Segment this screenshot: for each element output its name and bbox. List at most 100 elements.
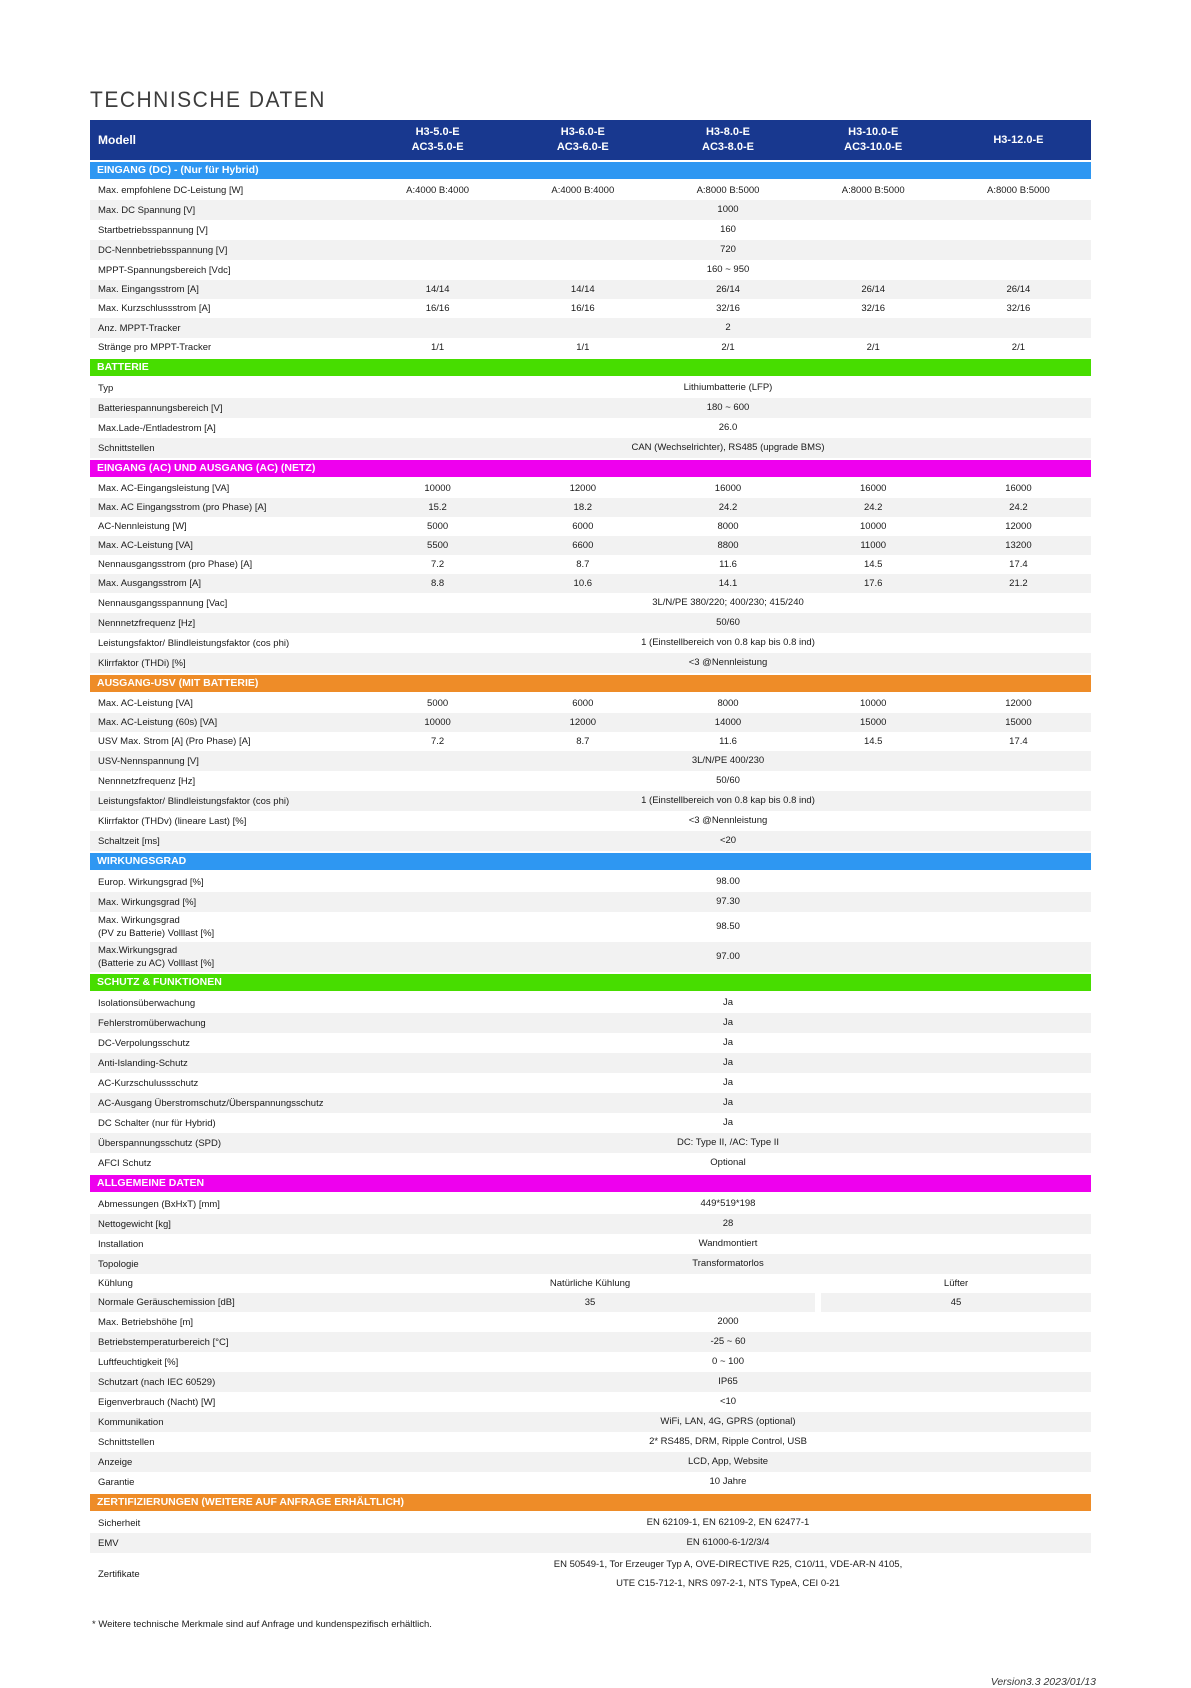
cell-value: 32/16 [1006,303,1031,314]
cell-value: 17.6 [863,578,883,589]
row-label: Klirrfaktor (THDi) [%] [98,657,186,669]
cell-value: 10000 [424,483,451,494]
row-values: Optional [365,1153,1091,1173]
row-values: Natürliche Kühlung Lüfter [365,1274,1091,1293]
model-name-line2: AC3-6.0-E [556,141,609,153]
cell-value-span: 2* RS485, DRM, Ripple Control, USB [649,1436,807,1447]
row-values: Ja [365,993,1091,1013]
row-label: Max. AC-Leistung [VA] [98,540,193,551]
table-row: DC-Nennbetriebsspannung [V] 720 [90,240,1091,260]
cell-value-span: Lithiumbatterie (LFP) [683,382,773,393]
row-values: 10000 12000 14000 15000 15000 [365,713,1091,732]
cell-value: 10000 [424,717,451,728]
table-row: Schutzart (nach IEC 60529) IP65 [90,1372,1091,1392]
row-label: AC-Nennleistung [W] [98,521,187,532]
cell-value: 16000 [1005,483,1032,494]
row-label: Klirrfaktor (THDv) (lineare Last) [%] [98,815,247,827]
zone-divider [815,1274,822,1293]
row-values: 160 ~ 950 [365,260,1091,280]
cell-value-span: Transformatorlos [692,1258,764,1269]
model-column: H3-6.0-E AC3-6.0-E [510,120,655,160]
row-label-line1: Max. Wirkungsgrad [98,915,180,926]
table-row: Anzeige LCD, App, Website [90,1452,1091,1472]
table-row: Max. Eingangsstrom [A] 14/14 14/14 26/14 26/… [90,280,1091,299]
table-row: Nennnetzfrequenz [Hz] 50/60 [90,771,1091,791]
cell-value-span: Ja [722,1077,734,1088]
table-row: Schnittstellen 2* RS485, DRM, Ripple Cont… [90,1432,1091,1452]
cell-value-span: 449*519*198 [700,1198,756,1209]
cell-value-span: EN 61000-6-1/2/3/4 [686,1537,770,1548]
table-row: USV-Nennspannung [V] 3L/N/PE 400/230 [90,751,1091,771]
cell-value: 5000 [427,521,449,532]
table-row: Max. empfohlene DC-Leistung [W] A:4000 B:… [90,181,1091,200]
row-label: Leistungsfaktor/ Blindleistungsfaktor (c… [98,795,290,807]
row-values: Ja [365,1093,1091,1113]
cell-value: 14/14 [570,284,595,295]
cell-value-span: LCD, App, Website [687,1456,769,1467]
row-label: Schutzart (nach IEC 60529) [98,1376,216,1388]
cell-value: 2/1 [721,342,735,353]
row-label: Leistungsfaktor/ Blindleistungsfaktor (c… [98,637,290,649]
cell-value-span: 50/60 [716,617,740,628]
table-row: Eigenverbrauch (Nacht) [W] <10 [90,1392,1091,1412]
cell-value-span: Ja [722,997,734,1008]
cell-value: 10000 [860,521,887,532]
row-label: Max. Wirkungsgrad [%] [98,896,197,908]
table-row: Klirrfaktor (THDi) [%] <3 @Nennleistung [90,653,1091,673]
row-values: 14/14 14/14 26/14 26/14 26/14 [365,280,1091,299]
cell-value-span: <3 @Nennleistung [688,815,768,826]
zone-divider [815,1293,822,1312]
page-title: TECHNISCHE DATEN [90,88,326,113]
cell-value: 13200 [1005,540,1032,551]
cell-value: A:8000 B:5000 [696,185,760,196]
table-row: Betriebstemperaturbereich [°C] -25 ~ 60 [90,1332,1091,1352]
table-row: Europ. Wirkungsgrad [%] 98.00 [90,872,1091,892]
row-values: 3L/N/PE 380/220; 400/230; 415/240 [365,593,1091,613]
cell-value: 17.4 [1009,559,1028,570]
row-label: Normale Geräuschemission [dB] [98,1297,235,1308]
cell-value-span: 97.30 [716,896,740,907]
section-header: ALLGEMEINE DATEN [90,1175,1091,1192]
row-label-line2: (PV zu Batterie) Volllast [%] [98,928,215,939]
model-column: H3-12.0-E [946,120,1091,160]
cell-value: 21.2 [1009,578,1028,589]
table-row: Anti-Islanding-Schutz Ja [90,1053,1091,1073]
table-row: Nennausgangsspannung [Vac] 3L/N/PE 380/22… [90,593,1091,613]
cell-value: 8000 [717,521,739,532]
cell-value-span: 26.0 [718,422,738,433]
row-values: 10000 12000 16000 16000 16000 [365,479,1091,498]
cell-value: 8000 [717,698,739,709]
row-label: Nennausgangsstrom (pro Phase) [A] [98,559,253,570]
cell-value-span: 160 ~ 950 [706,264,750,275]
section-header: ZERTIFIZIERUNGEN (WEITERE AUF ANFRAGE ER… [90,1494,1091,1511]
model-name-line1: H3-5.0-E [415,126,460,138]
row-label: Max. AC-Leistung (60s) [VA] [98,717,218,728]
table-row: Stränge pro MPPT-Tracker 1/1 1/1 2/1 2/1 2/1 [90,338,1091,357]
row-values: 98.00 [365,872,1091,892]
row-label: Nennnetzfrequenz [Hz] [98,775,196,787]
row-values: 97.00 [365,942,1091,972]
cell-value: 7.2 [430,559,445,570]
row-label: MPPT-Spannungsbereich [Vdc] [98,264,231,276]
row-label: Nettogewicht [kg] [98,1218,171,1230]
row-label: Nennnetzfrequenz [Hz] [98,617,196,629]
row-values: 449*519*198 [365,1194,1091,1214]
row-values: Ja [365,1053,1091,1073]
cell-value-span: -25 ~ 60 [710,1336,746,1347]
model-name-line1: H3-6.0-E [560,126,605,138]
cell-value: 12000 [569,717,597,728]
cell-value: 14.5 [863,736,883,747]
cell-value-span: 3L/N/PE 380/220; 400/230; 415/240 [652,597,804,608]
cell-value-span: 28 [722,1218,734,1229]
row-values: 98.50 [365,912,1091,942]
section-header: EINGANG (AC) UND AUSGANG (AC) (NETZ) [90,460,1091,477]
row-values: 10 Jahre [365,1472,1091,1492]
cell-value-span: DC: Type II, /AC: Type II [676,1137,780,1148]
row-values: 97.30 [365,892,1091,912]
row-values: 2* RS485, DRM, Ripple Control, USB [365,1432,1091,1452]
cell-value-span: EN 62109-1, EN 62109-2, EN 62477-1 [646,1517,810,1528]
table-row: Max. DC Spannung [V] 1000 [90,200,1091,220]
table-row: Topologie Transformatorlos [90,1254,1091,1274]
cell-value: 16000 [860,483,887,494]
cell-value: 14/14 [425,284,450,295]
